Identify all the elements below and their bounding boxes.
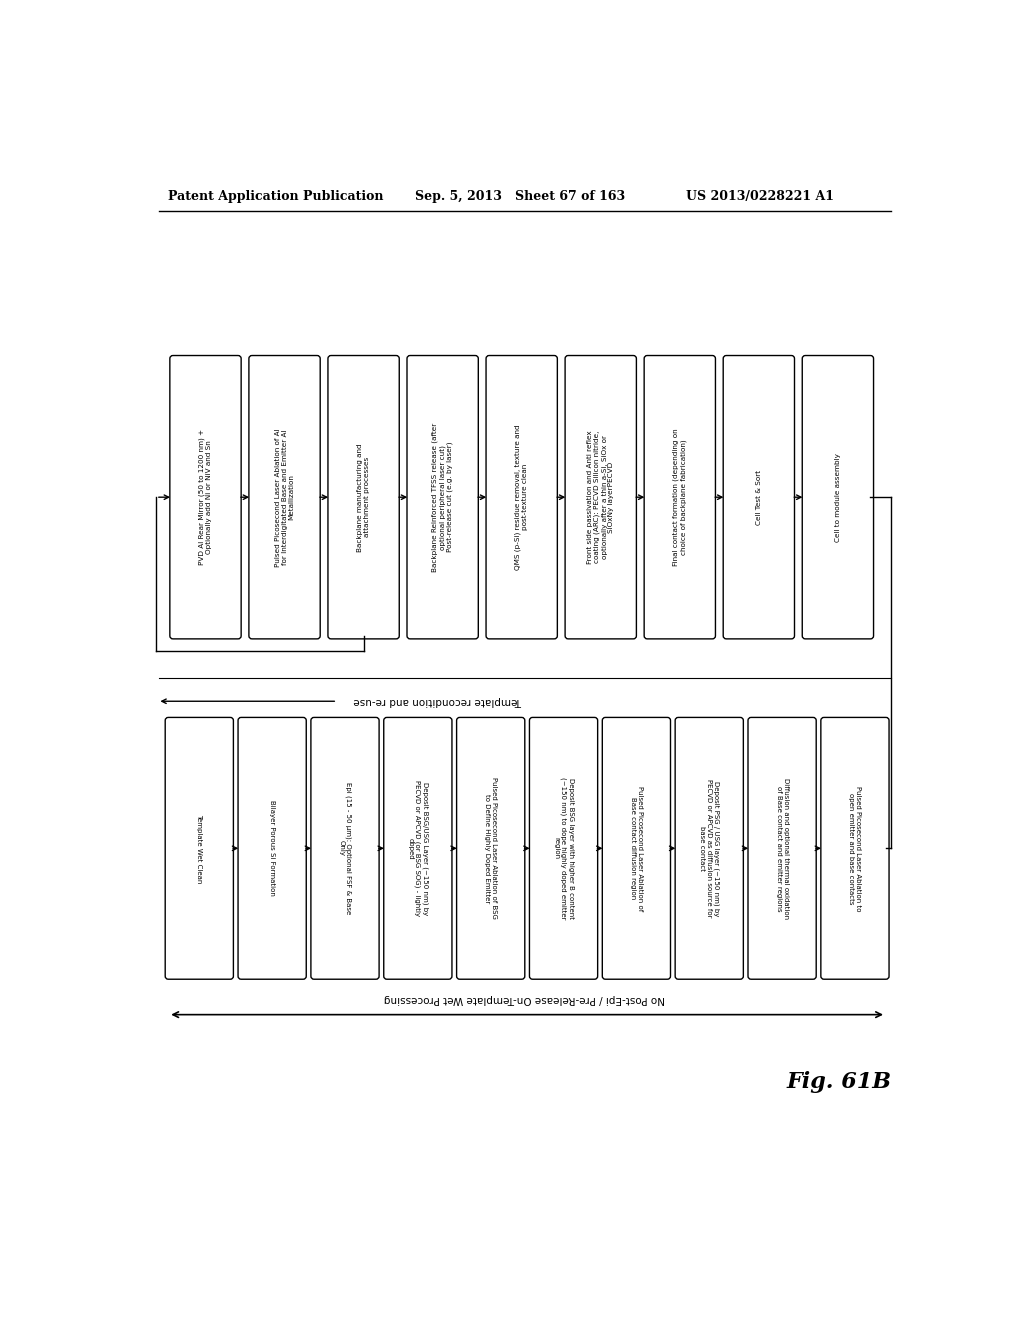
Text: US 2013/0228221 A1: US 2013/0228221 A1 bbox=[686, 190, 834, 203]
FancyBboxPatch shape bbox=[238, 718, 306, 979]
Text: Front side passivation and Anti reflex
coating (ARC): PECVD Silicon nitride,
opt: Front side passivation and Anti reflex c… bbox=[587, 430, 614, 564]
FancyBboxPatch shape bbox=[407, 355, 478, 639]
Text: PVD Al Rear Mirror (50 to 1200 nm) +
Optionally add Ni or NiV and Sn: PVD Al Rear Mirror (50 to 1200 nm) + Opt… bbox=[199, 429, 212, 565]
FancyBboxPatch shape bbox=[328, 355, 399, 639]
FancyBboxPatch shape bbox=[170, 355, 241, 639]
FancyBboxPatch shape bbox=[602, 718, 671, 979]
Text: Template Wet Clean: Template Wet Clean bbox=[197, 813, 203, 883]
FancyBboxPatch shape bbox=[529, 718, 598, 979]
Text: QMS (p-Si) residue removal, texture and
post-texture clean: QMS (p-Si) residue removal, texture and … bbox=[515, 425, 528, 570]
Text: Pulsed Picosecond Laser Ablation of BSG
to Define Highly Doped Emitter: Pulsed Picosecond Laser Ablation of BSG … bbox=[484, 777, 498, 919]
FancyBboxPatch shape bbox=[644, 355, 716, 639]
FancyBboxPatch shape bbox=[565, 355, 636, 639]
Text: Bilayer Porous Si Formation: Bilayer Porous Si Formation bbox=[269, 800, 275, 896]
Text: Deposit BSG/USG Layer (~150 nm) by
PECVD or APCVD (or BSG SOG) - lightly
doped: Deposit BSG/USG Layer (~150 nm) by PECVD… bbox=[408, 780, 428, 916]
Text: Diffusion and optional thermal oxidation
of Base contact and emitter regions: Diffusion and optional thermal oxidation… bbox=[775, 777, 788, 919]
FancyBboxPatch shape bbox=[486, 355, 557, 639]
FancyBboxPatch shape bbox=[165, 718, 233, 979]
Text: Deposit BSG layer with higher B content
(~150 nm) to dope highly doped emitter
r: Deposit BSG layer with higher B content … bbox=[553, 777, 573, 920]
Text: Final contact formation (depending on
choice of backplane fabrication): Final contact formation (depending on ch… bbox=[673, 429, 687, 566]
Text: Pulsed Picosecond Laser Ablation of Al
for Interdigitated Base and Emitter Al
Me: Pulsed Picosecond Laser Ablation of Al f… bbox=[274, 428, 295, 566]
Text: Backplane Reinforced TFSS release (after
optional peripheral laser cut)
Post-rel: Backplane Reinforced TFSS release (after… bbox=[432, 422, 454, 572]
FancyBboxPatch shape bbox=[802, 355, 873, 639]
FancyBboxPatch shape bbox=[821, 718, 889, 979]
Text: Patent Application Publication: Patent Application Publication bbox=[168, 190, 384, 203]
Text: No Post-Epi / Pre-Release On-Template Wet Processing: No Post-Epi / Pre-Release On-Template We… bbox=[384, 994, 666, 1005]
FancyBboxPatch shape bbox=[311, 718, 379, 979]
Text: Pulsed Picosecond Laser Ablation of
Base contact diffusion region: Pulsed Picosecond Laser Ablation of Base… bbox=[630, 785, 643, 911]
FancyBboxPatch shape bbox=[457, 718, 524, 979]
Text: Pulsed Picosecond Laser Ablation to
open emitter and base contacts: Pulsed Picosecond Laser Ablation to open… bbox=[849, 785, 861, 911]
Text: Cell to module assembly: Cell to module assembly bbox=[835, 453, 841, 541]
Text: Epi (15 - 50 μm): Optional FSF & Base
Only: Epi (15 - 50 μm): Optional FSF & Base On… bbox=[338, 783, 352, 915]
Text: Backplane manufacturing and
attachment processes: Backplane manufacturing and attachment p… bbox=[357, 444, 370, 552]
FancyBboxPatch shape bbox=[675, 718, 743, 979]
FancyBboxPatch shape bbox=[249, 355, 321, 639]
FancyBboxPatch shape bbox=[384, 718, 452, 979]
FancyBboxPatch shape bbox=[748, 718, 816, 979]
Text: Cell Test & Sort: Cell Test & Sort bbox=[756, 470, 762, 525]
Text: Fig. 61B: Fig. 61B bbox=[786, 1072, 892, 1093]
Text: Sep. 5, 2013   Sheet 67 of 163: Sep. 5, 2013 Sheet 67 of 163 bbox=[415, 190, 625, 203]
Text: Deposit PSG / USG layer (~150 nm) by
PECVD or APCVD as diffusion source for
base: Deposit PSG / USG layer (~150 nm) by PEC… bbox=[699, 779, 720, 917]
Text: Template recondition and re-use: Template recondition and re-use bbox=[353, 696, 522, 706]
FancyBboxPatch shape bbox=[723, 355, 795, 639]
